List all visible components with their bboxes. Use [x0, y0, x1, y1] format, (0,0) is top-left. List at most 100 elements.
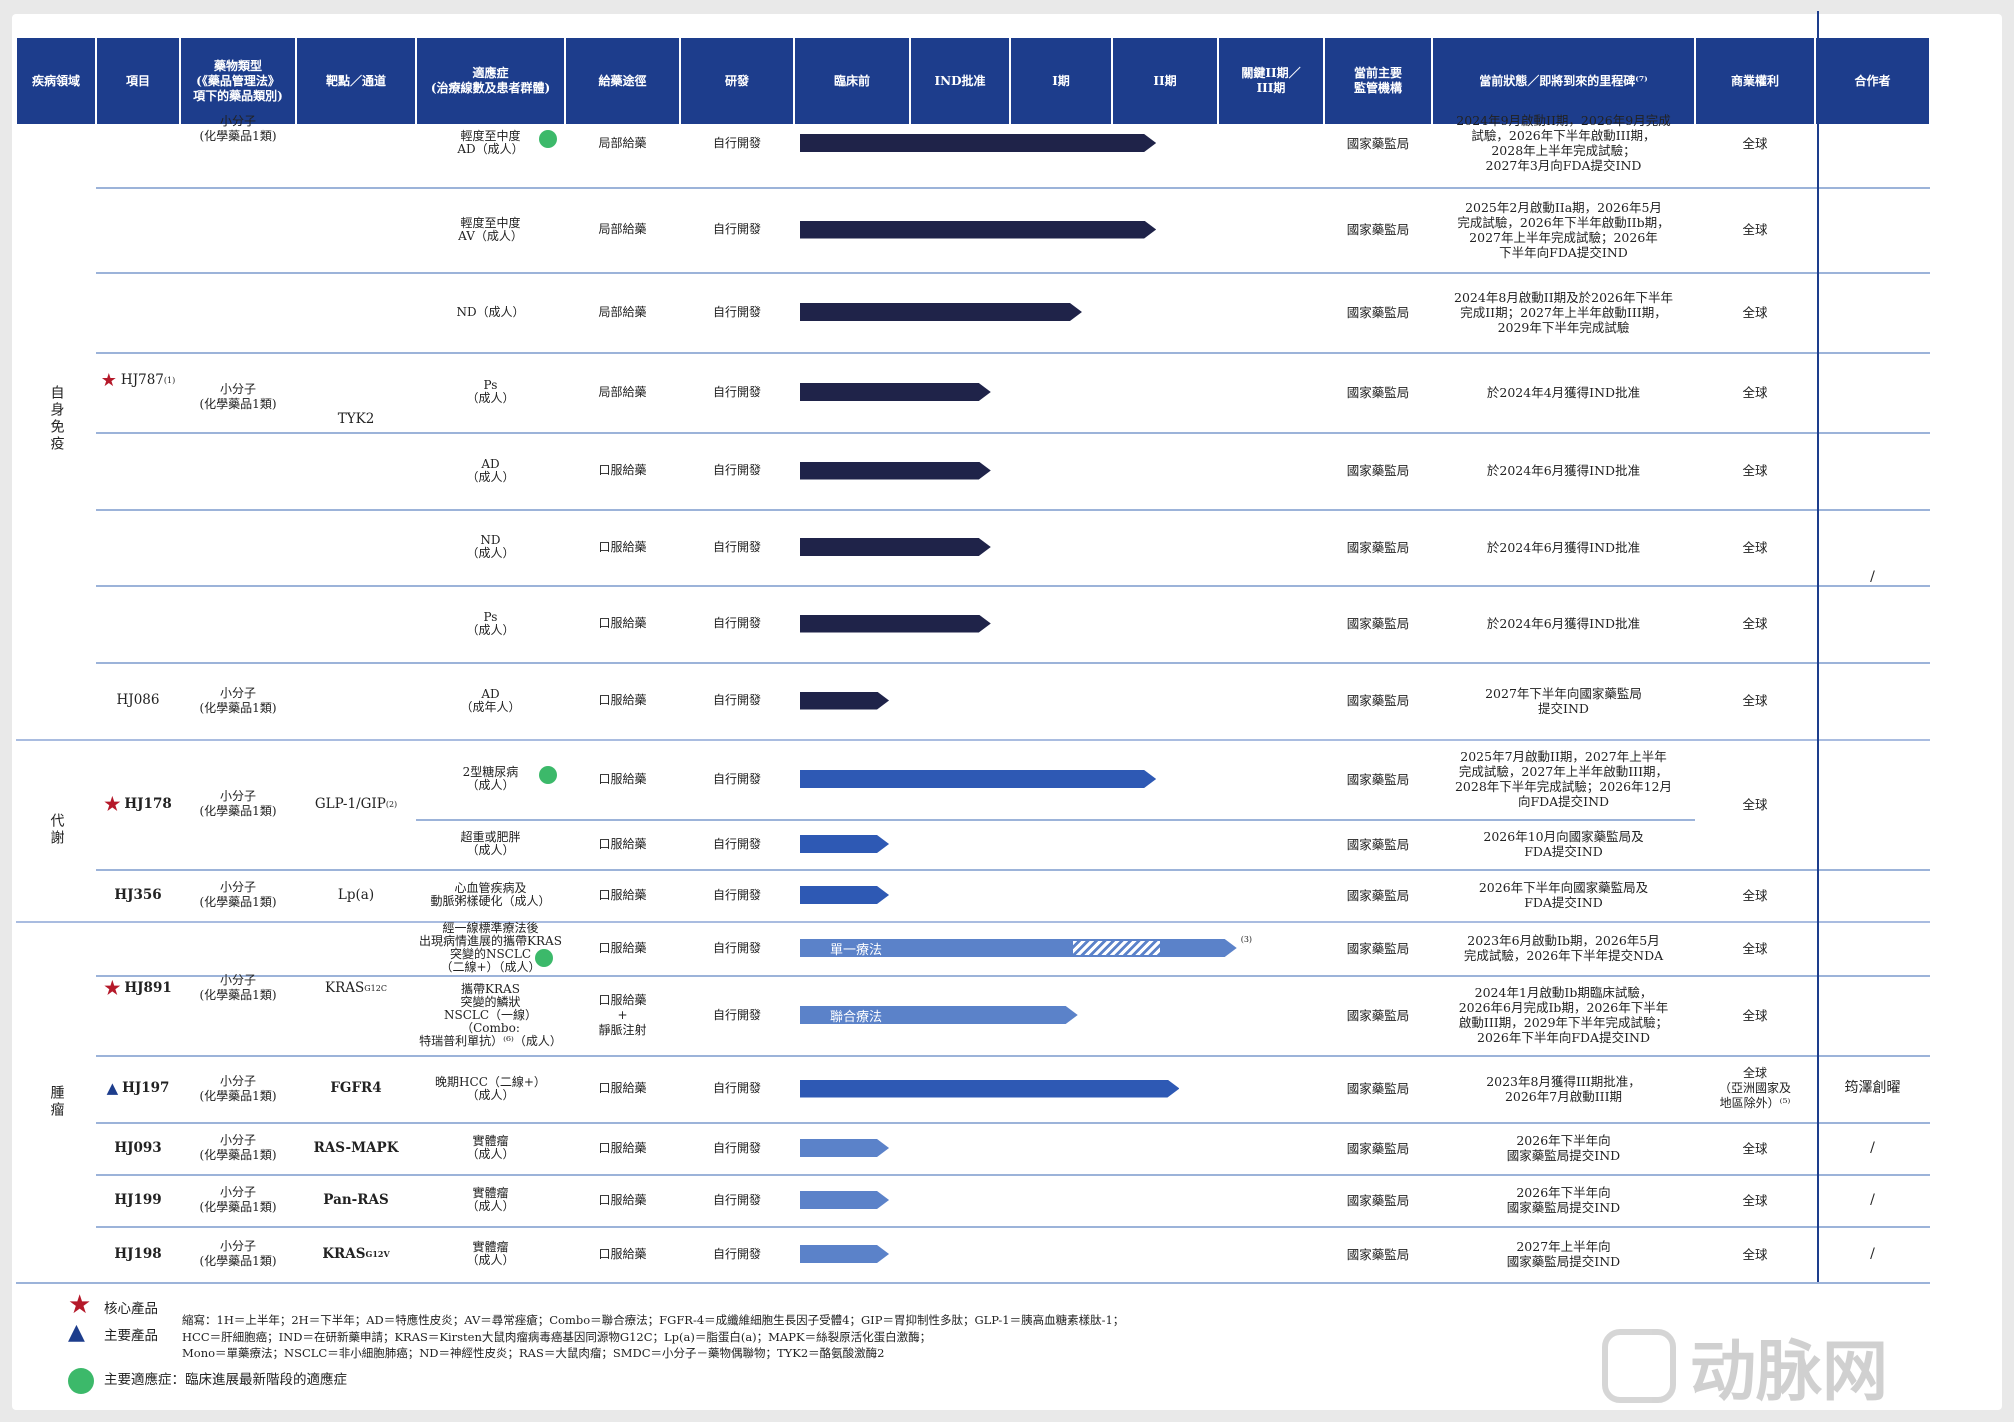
pipeline-bar	[800, 538, 991, 556]
header-cell-3: 靶點／通道	[297, 38, 415, 124]
development: 自行開發	[712, 1007, 761, 1022]
key-indication-dot-icon	[68, 1368, 94, 1394]
regulator: 國家藥監局	[1346, 887, 1410, 903]
watermark-text: 动脉网	[1690, 1333, 1888, 1410]
regulator: 國家藥監局	[1346, 1140, 1410, 1156]
status: 2024年1月啟動Ib期臨床試驗， 2026年6月完成Ib期，2026年下半年 …	[1458, 985, 1669, 1045]
indication: 實體瘤 （成人）	[466, 1134, 515, 1161]
core-product-star-icon: ★	[68, 1290, 92, 1320]
pipeline-bar	[800, 221, 1156, 239]
row-separator	[416, 819, 1695, 821]
regulator: 國家藥監局	[1346, 463, 1410, 478]
header-cell-14: 商業權利	[1696, 38, 1814, 124]
status: 2026年下半年向國家藥監局及 FDA提交IND	[1478, 880, 1649, 910]
route: 局部給藥	[598, 304, 647, 319]
commercial-rights: 全球	[1742, 304, 1768, 320]
watermark: 动脉网	[1602, 1318, 1888, 1414]
target-superscript: G12V	[365, 1248, 390, 1259]
pipeline-bar	[800, 1245, 889, 1263]
commercial-rights: 全球	[1742, 135, 1768, 151]
header-cell-0: 疾病領域	[17, 38, 95, 124]
row-separator	[96, 1226, 1930, 1228]
status: 2023年8月獲得III期批准， 2026年7月啟動III期	[1486, 1073, 1641, 1104]
row-separator	[96, 509, 1930, 511]
commercial-rights: 全球	[1742, 1246, 1768, 1262]
target-label: FGFR4	[330, 1080, 382, 1096]
drug-type: 小分子 (化學藥品1類)	[199, 1239, 277, 1268]
development: 自行開發	[712, 384, 761, 399]
pipeline-bar	[800, 835, 889, 853]
status: 2025年7月啟動II期，2027年上半年 完成試驗，2027年上半年啟動III…	[1454, 749, 1673, 809]
key-indication-dot-icon	[539, 130, 557, 148]
header-cell-1: 項目	[97, 38, 179, 124]
row-separator	[96, 585, 1930, 587]
pipeline-bar	[800, 383, 991, 401]
project-code: HJ086	[116, 692, 160, 708]
pipeline-bar	[800, 770, 1156, 788]
target-tyk2: TYK2	[296, 99, 416, 739]
project-hj086: HJ086	[96, 662, 180, 739]
pipeline-bar: 聯合療法	[800, 1006, 1078, 1024]
partner: /	[1870, 568, 1875, 585]
status: 於2024年6月獲得IND批准	[1486, 463, 1641, 478]
header-cell-11: 關鍵II期／ III期	[1219, 38, 1323, 124]
drug-type: 小分子 (化學藥品1類)	[199, 114, 277, 143]
main-product-triangle-icon: ▲	[106, 1079, 119, 1097]
pipeline-bar	[800, 1080, 1179, 1098]
drug-type: 小分子 (化學藥品1類)	[199, 789, 277, 818]
project-hj178: ★ HJ178	[96, 739, 180, 869]
project-hj356: HJ356	[96, 869, 180, 921]
development: 自行開發	[712, 1246, 761, 1261]
commercial-rights: 全球	[1742, 693, 1768, 708]
status: 2024年8月啟動II期及於2026年下半年 完成II期；2027年上半年啟動I…	[1454, 289, 1673, 335]
regulator: 國家藥監局	[1346, 1246, 1410, 1262]
legend-label: 主要產品	[104, 1328, 158, 1344]
commercial-rights: 全球	[1742, 1192, 1768, 1208]
status: 2026年下半年向 國家藥監局提交IND	[1506, 1185, 1621, 1215]
indication: 輕度至中度 AD（成人）	[457, 129, 524, 156]
target-kras-g12v: KRAS G12V	[296, 1226, 416, 1282]
regulator: 國家藥監局	[1346, 1192, 1410, 1208]
project-hj891: ★ HJ891	[96, 921, 180, 1055]
target-label: KRAS	[325, 979, 365, 996]
project-hj199: HJ199	[96, 1174, 180, 1226]
target-ras-mapk: RAS-MAPK	[296, 1122, 416, 1174]
route: 口服給藥	[598, 1140, 647, 1155]
status: 2026年10月向國家藥監局及 FDA提交IND	[1483, 829, 1644, 859]
indication: ND（成人）	[456, 304, 525, 319]
project-code: HJ199	[114, 1191, 162, 1208]
regulator: 國家藥監局	[1346, 304, 1410, 320]
pipeline-bar	[800, 615, 991, 633]
route: 局部給藥	[598, 222, 647, 236]
drug-type: 小分子 (化學藥品1類)	[199, 1185, 277, 1214]
table-header: 疾病領域 項目 藥物類型 (《藥品管理法》 項下的藥品類別) 靶點／通道 適應症 (治療…	[12, 38, 2002, 124]
regulator: 國家藥監局	[1346, 693, 1410, 708]
pipeline-bar	[800, 692, 889, 710]
row-separator	[96, 975, 1930, 977]
development: 自行開發	[712, 836, 761, 851]
drug-type: 小分子 (化學藥品1類)	[199, 973, 277, 1002]
indication: 2型糖尿病 （成人）	[462, 765, 519, 792]
regulator: 國家藥監局	[1346, 616, 1410, 631]
indication: 實體瘤 （成人）	[466, 1186, 515, 1213]
project-footnote: (1)	[163, 376, 176, 385]
key-indication-dot-icon	[535, 949, 553, 967]
target-pan-ras: Pan-RAS	[296, 1174, 416, 1226]
project-code: HJ891	[124, 979, 172, 996]
project-hj197: ▲ HJ197	[96, 1055, 180, 1122]
status: 2025年2月啟動IIa期，2026年5月 完成試驗，2026年下半年啟動IIb…	[1457, 199, 1670, 260]
status: 於2024年6月獲得IND批准	[1486, 616, 1641, 631]
indication: AD （成人）	[466, 456, 515, 484]
commercial-rights: 全球	[1742, 940, 1768, 956]
status: 2027年上半年向 國家藥監局提交IND	[1506, 1239, 1621, 1269]
project-code: HJ198	[114, 1245, 162, 1262]
status: 於2024年4月獲得IND批准	[1486, 384, 1641, 400]
watermark-logo-icon	[1602, 1329, 1676, 1403]
route: 口服給藥	[598, 539, 647, 554]
target-label: TYK2	[337, 410, 375, 427]
regulator: 國家藥監局	[1346, 1081, 1410, 1096]
status: 2024年9月啟動II期，2026年9月完成 試驗，2026年下半年啟動III期…	[1456, 113, 1671, 173]
route: 口服給藥	[598, 836, 647, 851]
regulator: 國家藥監局	[1346, 940, 1410, 956]
pipeline-bar: 單一療法	[800, 939, 1237, 957]
